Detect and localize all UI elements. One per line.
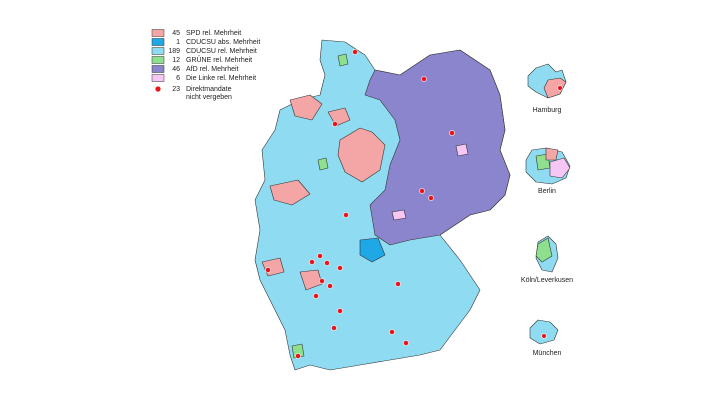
region (317, 157, 329, 171)
legend-count: 23 (172, 86, 180, 93)
dot (317, 253, 323, 259)
dot (449, 130, 455, 136)
dot (395, 281, 401, 287)
legend-swatch (151, 38, 165, 46)
dot (343, 212, 349, 218)
dot (337, 265, 343, 271)
legend-label: GRÜNE rel. Mehrheit (186, 56, 252, 64)
legend-label: SPD rel. Mehrheit (186, 30, 241, 37)
legend-swatch (151, 65, 165, 73)
inset-label: Berlin (538, 188, 556, 195)
dot (541, 333, 547, 339)
region (337, 127, 386, 183)
legend-swatch (151, 29, 165, 37)
dot (295, 353, 301, 359)
legend-swatch (151, 56, 165, 64)
dot (327, 283, 333, 289)
germany-map (254, 39, 511, 371)
dot (324, 260, 330, 266)
legend-count: 45 (172, 30, 180, 37)
dot (403, 340, 409, 346)
legend-count: 1 (176, 39, 180, 46)
legend-count: 46 (172, 66, 180, 73)
region (269, 179, 311, 206)
dot (337, 308, 343, 314)
legend-label: Direktmandate (186, 86, 232, 93)
region (359, 237, 386, 263)
inset-region (549, 157, 571, 179)
legend-label: Die Linke rel. Mehrheit (186, 75, 256, 82)
inset-label: München (533, 350, 562, 357)
legend-count: 6 (176, 75, 180, 82)
legend-label: nicht vergeben (186, 94, 232, 101)
legend-count: 189 (168, 48, 180, 55)
region (391, 209, 407, 221)
inset-region (543, 77, 567, 99)
region (337, 53, 349, 67)
inset-label: Hamburg (533, 107, 562, 114)
region (289, 94, 323, 121)
dot (331, 325, 337, 331)
region (299, 269, 323, 291)
region (364, 49, 511, 246)
dot (389, 329, 395, 335)
inset-region (529, 319, 559, 345)
dot (309, 259, 315, 265)
dot (419, 188, 425, 194)
region (327, 107, 351, 127)
legend-label: AfD rel. Mehrheit (186, 66, 239, 73)
region (291, 343, 305, 359)
dot (332, 121, 338, 127)
dot (319, 278, 325, 284)
dot (313, 293, 319, 299)
dot (557, 85, 563, 91)
dot (428, 195, 434, 201)
inset-label: Köln/Leverkusen (521, 277, 573, 284)
legend-count: 12 (172, 57, 180, 64)
legend-swatch (151, 47, 165, 55)
dot (352, 49, 358, 55)
legend-label: CDUCSU abs. Mehrheit (186, 39, 260, 46)
legend-label: CDUCSU rel. Mehrheit (186, 48, 257, 55)
inset-labels: Hamburg Berlin Köln/Leverkusen München (521, 107, 573, 357)
legend: 45 SPD rel. Mehrheit 1 CDUCSU abs. Mehrheit… (151, 29, 260, 101)
dot (265, 267, 271, 273)
dot (421, 76, 427, 82)
inset-region (535, 237, 553, 263)
insets (525, 63, 571, 345)
legend-swatch (151, 74, 165, 82)
region (455, 143, 469, 157)
legend-dot (155, 86, 161, 92)
inset-region (545, 147, 559, 161)
unassigned-dots (265, 49, 455, 359)
